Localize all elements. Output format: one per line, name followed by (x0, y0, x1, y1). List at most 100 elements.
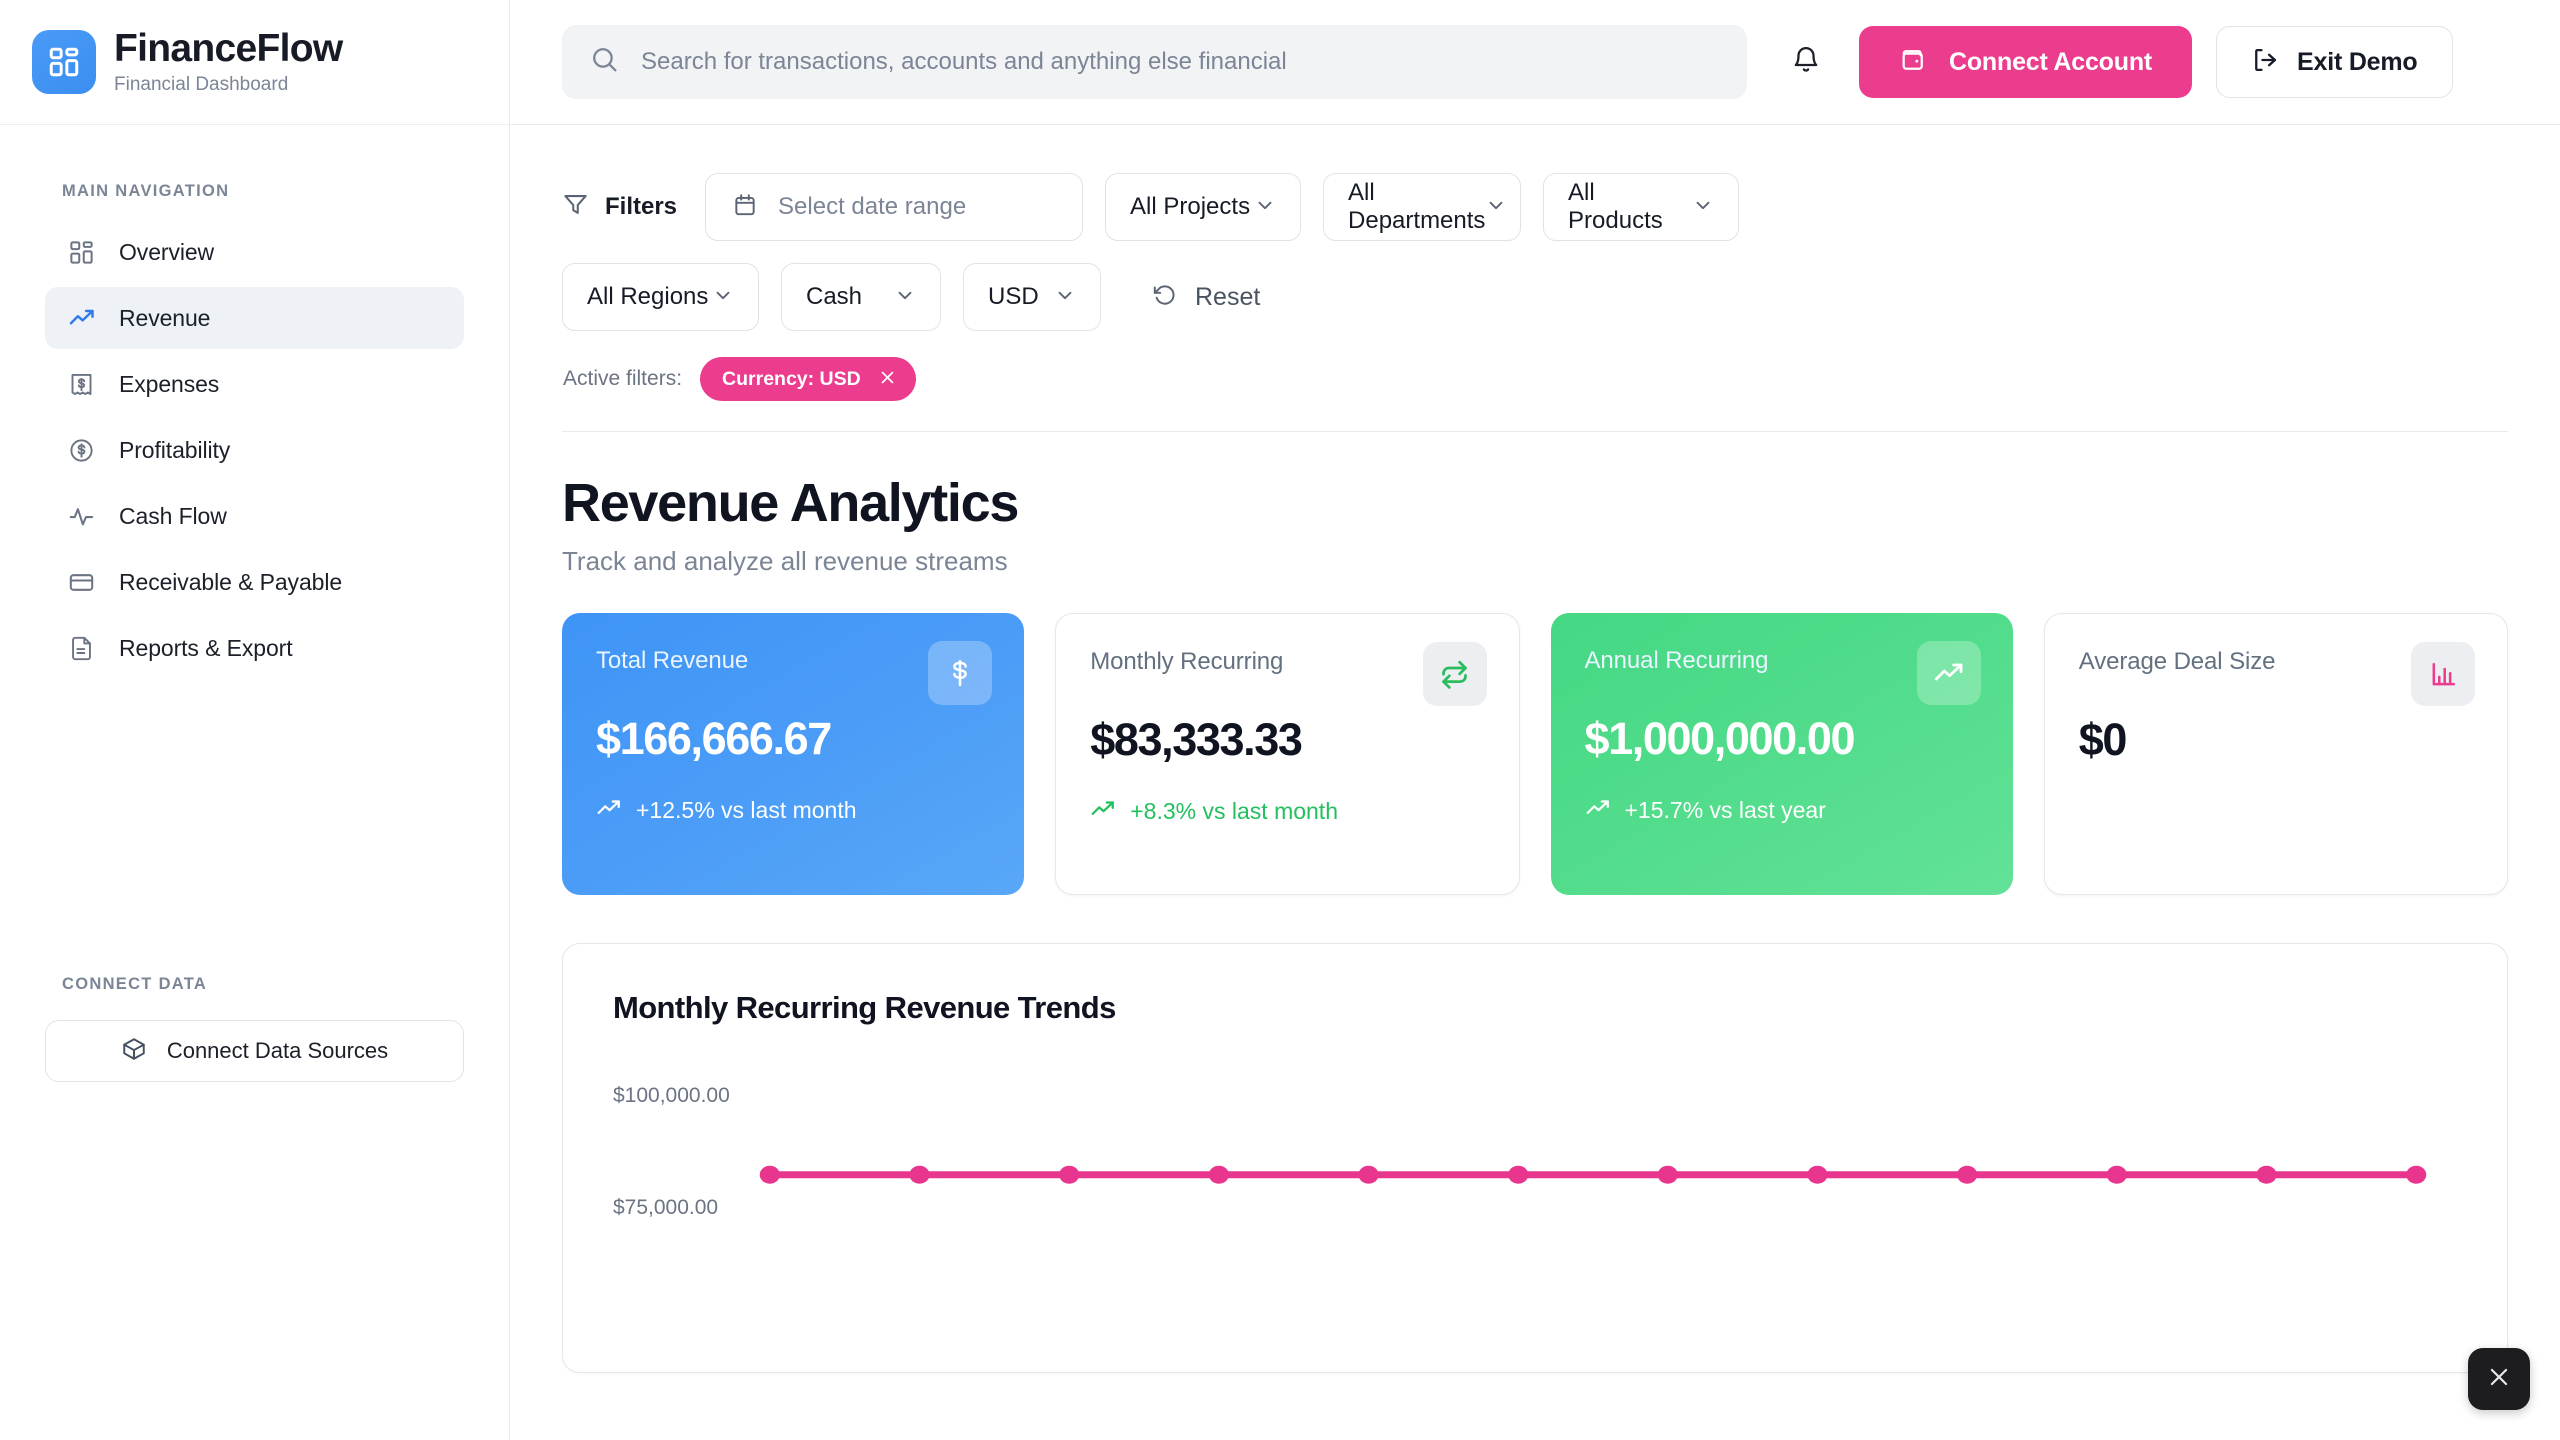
trending-up-icon (1585, 795, 1611, 826)
rotate-ccw-icon (1151, 282, 1177, 313)
connect-data-section: CONNECT DATA Connect Data Sources (0, 975, 509, 1082)
bar-chart-icon (2411, 642, 2475, 706)
data-point[interactable] (759, 1165, 780, 1184)
trending-up-icon (1916, 641, 1981, 705)
exit-demo-button[interactable]: Exit Demo (2216, 26, 2453, 98)
chevron-down-icon (1254, 194, 1276, 221)
reset-filters-button[interactable]: Reset (1151, 282, 1260, 313)
calendar-icon (732, 192, 758, 223)
receipt-icon (67, 370, 96, 399)
y-axis-tick-label: $75,000.00 (613, 1196, 719, 1219)
currency-select[interactable]: USD (963, 263, 1101, 331)
dollar-circle-icon (67, 436, 96, 465)
kpi-card-value: $83,333.33 (1090, 714, 1303, 765)
kpi-card-trend-text: +8.3% vs last month (1130, 798, 1338, 825)
kpi-card-trend: +8.3% vs last month (1090, 796, 1486, 827)
close-overlay-button[interactable] (2468, 1348, 2530, 1410)
sidebar-nav: Overview Revenue Expenses (0, 221, 509, 679)
data-point[interactable] (2106, 1165, 2127, 1184)
kpi-card-header: Average Deal Size (2079, 642, 2475, 706)
filters-row-primary: Filters Select date range All Projects (562, 173, 2508, 241)
repeat-icon (1422, 642, 1487, 706)
products-select[interactable]: All Products (1543, 173, 1740, 241)
document-icon (67, 634, 96, 663)
data-point[interactable] (1208, 1165, 1229, 1184)
section-divider (562, 431, 2508, 432)
filters-label-group: Filters (562, 191, 683, 223)
departments-select[interactable]: All Departments (1323, 173, 1522, 241)
reset-label: Reset (1195, 282, 1261, 311)
date-range-placeholder: Select date range (778, 193, 967, 220)
kpi-card-trend-text: +12.5% vs last month (636, 797, 857, 824)
search-input[interactable]: Search for transactions, accounts and an… (562, 25, 1747, 99)
close-icon (2486, 1364, 2512, 1395)
kpi-card-total-revenue[interactable]: Total Revenue $166,666.67 (562, 613, 1025, 895)
topbar: Search for transactions, accounts and an… (510, 0, 2560, 125)
data-point[interactable] (2406, 1165, 2427, 1184)
kpi-card-average-deal-size[interactable]: Average Deal Size $0 (2043, 613, 2508, 895)
kpi-card-title: Total Revenue (596, 647, 749, 674)
exit-demo-label: Exit Demo (2297, 47, 2418, 76)
kpi-card-annual-recurring[interactable]: Annual Recurring $1,000,000.00 +15.7% (1550, 613, 2013, 895)
sidebar-item-label: Revenue (119, 304, 211, 331)
chevron-down-icon (1485, 194, 1507, 221)
filters-row-secondary: All Regions Cash USD (562, 263, 2508, 331)
accounting-basis-value: Cash (806, 283, 863, 310)
close-icon[interactable] (879, 369, 896, 390)
bell-icon (1791, 45, 1821, 80)
filters-bar: Filters Select date range All Projects (510, 125, 2560, 401)
kpi-card-trend: +12.5% vs last month (596, 795, 992, 826)
chart-title: Monthly Recurring Revenue Trends (613, 990, 1116, 1025)
sidebar-item-receivable-payable[interactable]: Receivable & Payable (45, 551, 464, 613)
active-filter-chip-currency[interactable]: Currency: USD (700, 357, 916, 401)
sidebar-item-overview[interactable]: Overview (45, 221, 464, 283)
kpi-card-header: Monthly Recurring (1090, 642, 1487, 706)
search-placeholder: Search for transactions, accounts and an… (641, 48, 1287, 75)
sidebar-item-label: Receivable & Payable (119, 568, 343, 595)
mrr-line-chart-svg (759, 1165, 2427, 1184)
data-point[interactable] (1059, 1165, 1080, 1184)
brand-title: FinanceFlow (114, 27, 343, 71)
data-point[interactable] (1508, 1165, 1529, 1184)
data-point[interactable] (1657, 1165, 1678, 1184)
sidebar-item-label: Cash Flow (119, 502, 227, 529)
regions-select[interactable]: All Regions (562, 263, 759, 331)
regions-select-value: All Regions (587, 283, 709, 310)
page-title: Revenue Analytics (562, 473, 1019, 533)
kpi-cards-row: Total Revenue $166,666.67 (510, 577, 2560, 895)
wallet-icon (1899, 46, 1927, 79)
kpi-card-trend: +15.7% vs last year (1585, 795, 1981, 826)
sidebar-section-connect-data: CONNECT DATA (62, 975, 208, 993)
departments-select-value: All Departments (1348, 179, 1486, 234)
data-point[interactable] (2256, 1165, 2277, 1184)
line-series-monthly-recurring-revenue (753, 1084, 2433, 1372)
accounting-basis-select[interactable]: Cash (781, 263, 941, 331)
trending-up-icon (1090, 796, 1116, 827)
main-content: Search for transactions, accounts and an… (510, 0, 2560, 1440)
data-point[interactable] (1957, 1165, 1978, 1184)
sidebar-item-revenue[interactable]: Revenue (45, 287, 464, 349)
sidebar-item-cash-flow[interactable]: Cash Flow (45, 485, 464, 547)
sidebar-item-expenses[interactable]: Expenses (45, 353, 464, 415)
data-point[interactable] (909, 1165, 930, 1184)
kpi-card-trend-text: +15.7% vs last year (1624, 797, 1826, 824)
notifications-button[interactable] (1775, 31, 1837, 93)
connect-data-sources-button[interactable]: Connect Data Sources (45, 1020, 464, 1082)
kpi-card-title: Annual Recurring (1584, 647, 1769, 674)
data-point[interactable] (1807, 1165, 1828, 1184)
kpi-card-value: $1,000,000.00 (1584, 713, 1856, 764)
projects-select[interactable]: All Projects (1105, 173, 1302, 241)
sidebar-item-profitability[interactable]: Profitability (45, 419, 464, 481)
cube-icon (121, 1036, 147, 1067)
chevron-down-icon (712, 284, 734, 311)
connect-account-button[interactable]: Connect Account (1859, 26, 2193, 98)
kpi-card-header: Annual Recurring (1584, 641, 1981, 705)
data-point[interactable] (1358, 1165, 1379, 1184)
kpi-card-monthly-recurring[interactable]: Monthly Recurring $83,333.33 (1055, 613, 1520, 895)
active-filter-chip-label: Currency: USD (722, 367, 861, 390)
date-range-picker[interactable]: Select date range (705, 173, 1084, 241)
sidebar-item-reports-export[interactable]: Reports & Export (45, 617, 464, 679)
activity-icon (67, 502, 96, 531)
kpi-card-value: $0 (2078, 714, 2128, 765)
active-filters: Active filters: Currency: USD (562, 357, 2508, 401)
